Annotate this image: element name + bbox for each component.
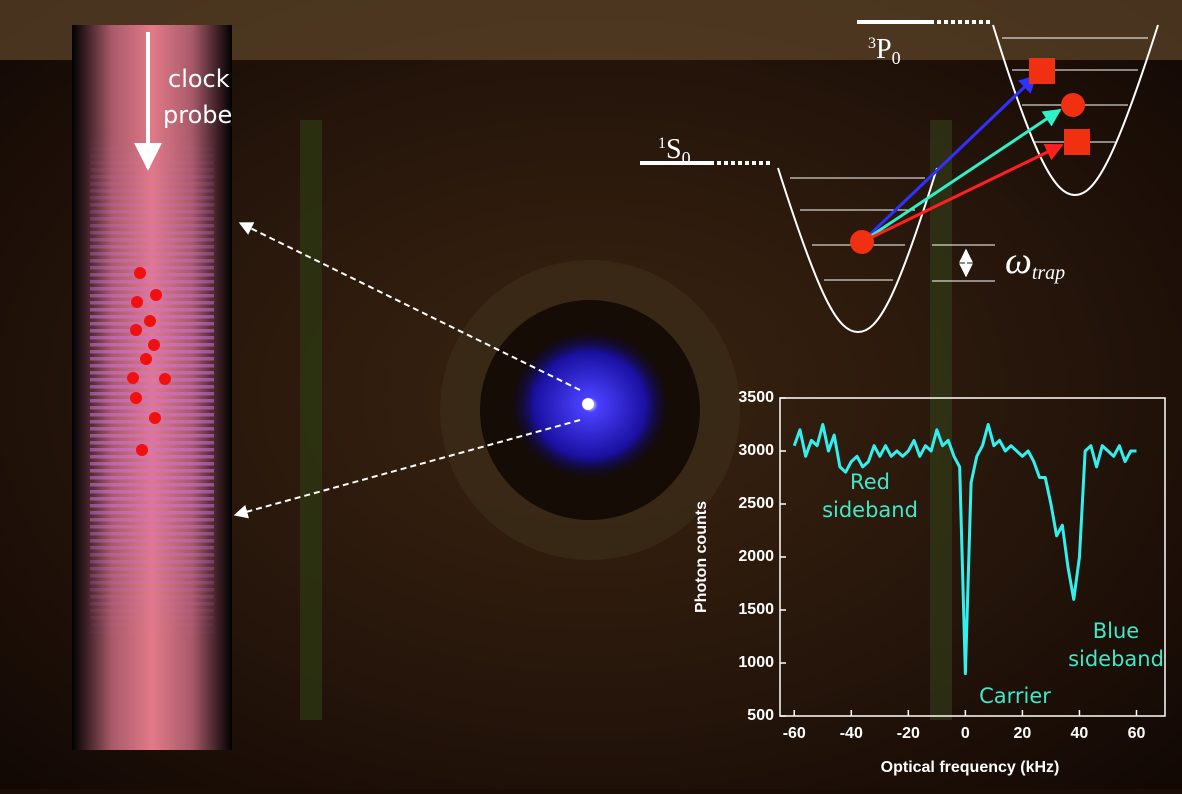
x-tick-label: 0 — [961, 725, 970, 742]
y-tick-label: 500 — [747, 707, 774, 724]
annotation-line: Red — [850, 470, 890, 494]
transition-arrow — [860, 74, 1038, 244]
annotation-line: Blue — [1093, 619, 1139, 643]
transition-arrow — [861, 143, 1064, 244]
excited-state-label: 3P0 — [868, 34, 901, 68]
probe-label: clock probe — [163, 65, 237, 129]
atom-spot — [582, 398, 594, 410]
annotation: Carrier — [979, 684, 1051, 708]
x-tick-label: 20 — [1014, 725, 1032, 742]
x-tick-label: -40 — [840, 725, 863, 742]
excited-atom — [1064, 129, 1090, 155]
spectrum-chart: Optical frequency (kHz) Photon counts 50… — [693, 389, 1166, 776]
transition-arrow — [861, 108, 1062, 244]
annotation-line: sideband — [822, 498, 918, 522]
y-tick-label: 2000 — [738, 548, 774, 565]
atoms — [127, 267, 171, 456]
data-line — [792, 423, 1137, 676]
x-tick-label: 40 — [1071, 725, 1089, 742]
ground-state-label: 1S0 — [658, 134, 691, 168]
annotation-line: Carrier — [979, 684, 1051, 708]
lattice-fringes — [90, 25, 214, 750]
level-diagram — [640, 20, 1159, 334]
x-tick-label: 60 — [1128, 725, 1146, 742]
annotation: Red sideband — [822, 470, 918, 522]
y-tick-label: 3500 — [738, 389, 774, 406]
zoom-arrow — [238, 222, 581, 391]
y-tick-label: 1000 — [738, 654, 774, 671]
y-tick-label: 3000 — [738, 442, 774, 459]
excited-atom — [1029, 58, 1055, 84]
y-axis-label: Photon counts — [693, 501, 710, 613]
y-tick-label: 1500 — [738, 601, 774, 618]
annotation: Blue sideband — [1068, 619, 1164, 671]
trap-label: ωtrap — [1005, 240, 1065, 284]
photo-rod — [930, 120, 952, 720]
excited-atom — [1061, 93, 1085, 117]
x-tick-label: -20 — [897, 725, 920, 742]
y-tick-label: 2500 — [738, 495, 774, 512]
x-axis-label: Optical frequency (kHz) — [881, 759, 1060, 776]
annotation-line: sideband — [1068, 647, 1164, 671]
ground-atom — [850, 230, 874, 254]
photo-rod — [300, 120, 322, 720]
x-tick-label: -60 — [783, 725, 806, 742]
